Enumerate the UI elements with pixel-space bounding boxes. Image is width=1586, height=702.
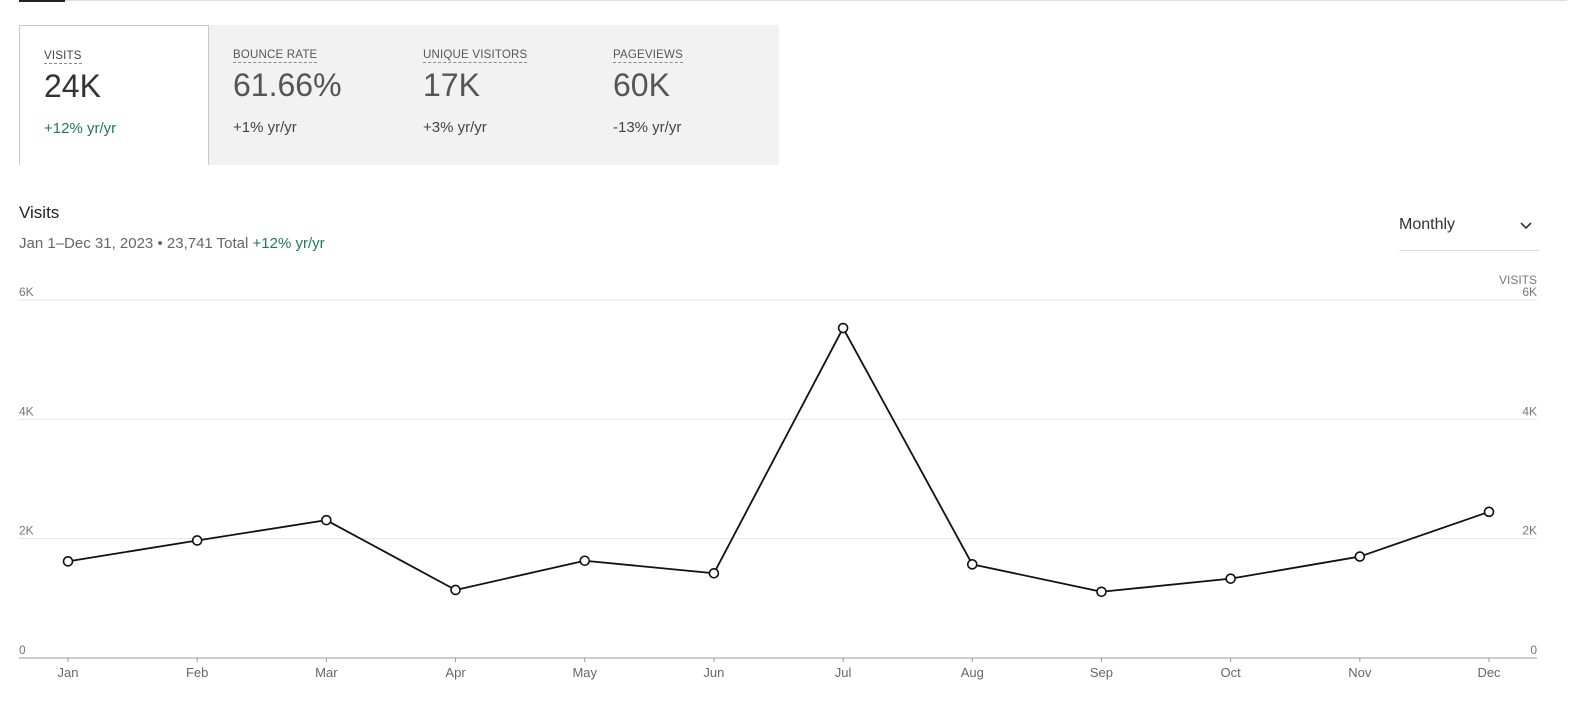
x-tick-label: Jul	[835, 665, 852, 680]
stat-label: VISITS	[44, 50, 82, 64]
stat-change: -13% yr/yr	[613, 119, 682, 136]
stat-label: BOUNCE RATE	[233, 49, 318, 63]
stat-card-bounce-rate[interactable]: BOUNCE RATE 61.66% +1% yr/yr	[209, 25, 399, 165]
chart-title: Visits	[19, 203, 60, 222]
data-point	[1483, 506, 1495, 518]
active-tab-indicator	[19, 0, 65, 2]
data-point	[191, 535, 203, 546]
y-tick-label-left: 6K	[19, 285, 34, 299]
stat-change: +1% yr/yr	[233, 119, 297, 136]
total-change: +12% yr/yr	[252, 235, 325, 252]
data-point	[62, 556, 74, 567]
data-point	[1096, 586, 1107, 598]
y-tick-label-left: 4K	[19, 404, 34, 418]
stat-value: 61.66%	[233, 67, 342, 103]
y-tick-label-right: 2K	[1522, 524, 1537, 538]
data-point	[1225, 573, 1236, 584]
x-tick-label: Apr	[445, 665, 466, 680]
x-tick-label: Dec	[1477, 665, 1501, 680]
stat-change: +3% yr/yr	[423, 119, 487, 136]
x-tick-label: Jun	[703, 665, 724, 680]
series-line	[67, 327, 1490, 593]
chevron-down-icon	[1520, 222, 1532, 230]
x-tick-label: Sep	[1090, 665, 1113, 680]
x-tick-label: Nov	[1348, 665, 1372, 680]
top-divider	[19, 0, 1567, 1]
stat-card-unique-visitors[interactable]: UNIQUE VISITORS 17K +3% yr/yr	[399, 25, 589, 165]
stat-change: +12% yr/yr	[44, 120, 117, 137]
y-tick-label-left: 0	[19, 643, 26, 657]
x-tick-label: Feb	[186, 665, 208, 680]
x-tick-label: Jan	[58, 665, 79, 680]
data-point	[450, 584, 461, 596]
period-select[interactable]: Monthly	[1399, 205, 1539, 251]
x-tick-label: Oct	[1221, 665, 1242, 680]
stat-value: 24K	[44, 68, 101, 104]
stat-card-visits[interactable]: VISITS 24K +12% yr/yr	[19, 25, 209, 165]
stat-value: 60K	[613, 67, 670, 103]
stat-label: PAGEVIEWS	[613, 49, 683, 63]
data-point	[708, 567, 720, 579]
y-tick-label-right: 0	[1530, 643, 1537, 657]
x-tick-label: Mar	[315, 665, 338, 680]
stat-card-pageviews[interactable]: PAGEVIEWS 60K -13% yr/yr	[589, 25, 779, 165]
chart-subtitle: Jan 1–Dec 31, 2023 • 23,741 Total +12% y…	[19, 235, 325, 252]
stat-cards: VISITS 24K +12% yr/yr BOUNCE RATE 61.66%…	[19, 25, 779, 165]
total-visits: 23,741 Total	[166, 235, 249, 252]
x-tick-label: Aug	[961, 665, 984, 680]
data-point	[966, 559, 978, 570]
y-tick-label-right: 4K	[1522, 404, 1537, 418]
date-range: Jan 1–Dec 31, 2023	[19, 235, 154, 252]
data-point	[1354, 551, 1366, 562]
data-point	[321, 514, 332, 526]
x-tick-label: May	[572, 665, 597, 680]
stat-label: UNIQUE VISITORS	[423, 49, 528, 63]
y-tick-label-left: 2K	[19, 524, 34, 538]
stat-value: 17K	[423, 67, 480, 103]
period-select-value: Monthly	[1399, 216, 1456, 233]
data-point	[837, 322, 849, 334]
y-axis-label: VISITS	[1499, 273, 1537, 287]
data-point	[579, 555, 591, 567]
separator-dot: •	[157, 235, 163, 252]
y-tick-label-right: 6K	[1522, 285, 1537, 299]
